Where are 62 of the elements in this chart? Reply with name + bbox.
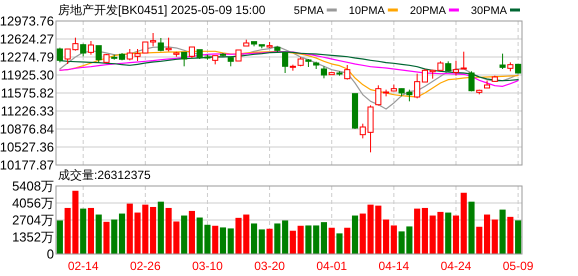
bar xyxy=(56,220,63,254)
bar xyxy=(468,202,475,254)
y-tick-label: 12274.79 xyxy=(0,50,54,64)
bar xyxy=(80,208,86,254)
y-tick-label: 11925.30 xyxy=(0,68,54,82)
y-tick-label: 10527.36 xyxy=(0,140,54,154)
y-tick-label: 12973.76 xyxy=(0,14,54,28)
bar xyxy=(166,208,172,254)
y-tick-label: 11575.82 xyxy=(0,86,54,100)
bar xyxy=(492,220,498,254)
y-tick-label: 12624.27 xyxy=(0,32,54,46)
y-tick-label: 0 xyxy=(46,246,54,262)
bar xyxy=(328,228,335,254)
bar xyxy=(96,214,102,254)
bar xyxy=(500,210,506,254)
bar xyxy=(390,225,397,254)
bar xyxy=(352,216,358,254)
y-tick-label: 11226.33 xyxy=(0,104,54,118)
x-tick-label: 05-09 xyxy=(502,259,534,273)
bar xyxy=(437,212,444,254)
legend-label: 20PMA xyxy=(410,5,447,17)
bar xyxy=(103,222,110,254)
bar xyxy=(344,228,350,254)
bar xyxy=(266,228,273,254)
y-tick-label: 1352万 xyxy=(12,230,54,244)
y-tick-label: 2704万 xyxy=(12,212,54,228)
x-tick-label: 03-20 xyxy=(254,259,286,273)
x-tick-label: 02-26 xyxy=(130,259,161,273)
bar xyxy=(158,202,164,254)
y-tick-label: 10876.84 xyxy=(0,122,54,136)
x-tick-label: 03-10 xyxy=(192,259,224,273)
bar xyxy=(445,212,452,254)
bar xyxy=(173,221,180,254)
bar xyxy=(336,233,343,254)
bar xyxy=(406,226,412,254)
x-tick-label: 04-24 xyxy=(440,259,472,273)
bar xyxy=(88,208,94,254)
bar xyxy=(72,190,78,254)
bar xyxy=(414,208,420,254)
bar xyxy=(507,216,514,254)
y-tick-label: 5408万 xyxy=(12,178,54,194)
x-tick-label: 04-14 xyxy=(378,259,410,273)
chart-title: 房地产开发[BK0451] 2025-05-09 15:00 xyxy=(58,3,266,17)
bar xyxy=(196,218,203,254)
x-tick-label: 04-01 xyxy=(316,259,348,273)
legend-label: 30PMA xyxy=(470,5,508,17)
x-tick-label: 02-14 xyxy=(68,259,99,273)
bar xyxy=(188,210,195,254)
y-tick-label: 4056万 xyxy=(12,196,54,210)
bar xyxy=(250,223,258,254)
bar xyxy=(320,222,328,254)
legend-label: 10PMA xyxy=(348,5,386,17)
legend-label: 5PMA xyxy=(294,5,324,17)
chart-title: 成交量:26312375 xyxy=(58,168,152,182)
bar xyxy=(515,220,522,254)
bar xyxy=(64,208,71,254)
bar xyxy=(181,216,188,254)
bar xyxy=(204,224,211,254)
bar xyxy=(212,226,218,254)
y-tick-label: 10177.87 xyxy=(0,158,54,172)
bar xyxy=(398,231,405,254)
bar xyxy=(258,229,265,254)
